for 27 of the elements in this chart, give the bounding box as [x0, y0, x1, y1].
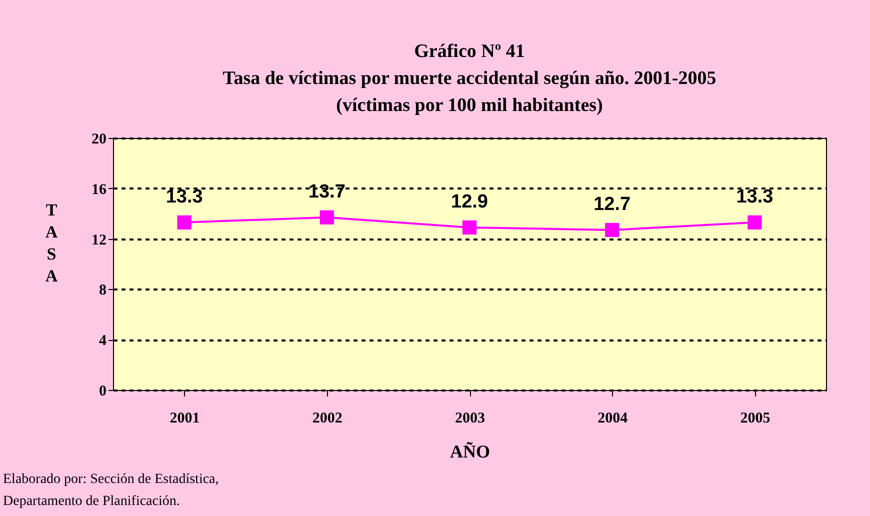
chart-title: Gráfico Nº 41 [414, 41, 525, 62]
y-tick-label: 12 [92, 232, 106, 248]
x-tick-label: 2005 [740, 410, 770, 426]
data-label: 13.3 [166, 186, 203, 208]
text: Elaborado por: Sección de Estadística, [3, 472, 219, 487]
x-tick-label: 2002 [312, 410, 342, 426]
data-label: 12.7 [594, 194, 631, 215]
point [605, 222, 620, 238]
x-tick-label: 2003 [455, 410, 485, 426]
x-axis-title: AÑO [450, 442, 490, 462]
data-label: 13.3 [736, 186, 774, 208]
y-tick-label: 16 [92, 182, 107, 198]
x-tick-label: 2004 [598, 410, 628, 426]
y-tick-label: 0 [99, 384, 106, 400]
chart-subtitle: Tasa de víctimas por muerte accidental según año. 2001-2005 (víctimas por 100 mil habitantes) [222, 68, 716, 116]
data-label: 12.9 [451, 191, 488, 212]
y-axis-title: TASA [45, 200, 58, 286]
y-tick-label: 4 [99, 333, 107, 350]
y-tick-label: 8 [99, 282, 106, 299]
y-tick-label: 20 [92, 132, 106, 148]
point [748, 215, 762, 230]
point [320, 210, 334, 224]
point [177, 215, 192, 230]
point [462, 220, 477, 235]
x-tick-label: 2001 [170, 410, 200, 426]
data-label: 13.7 [308, 181, 346, 202]
text: Departamento de Planificación. [3, 494, 180, 509]
